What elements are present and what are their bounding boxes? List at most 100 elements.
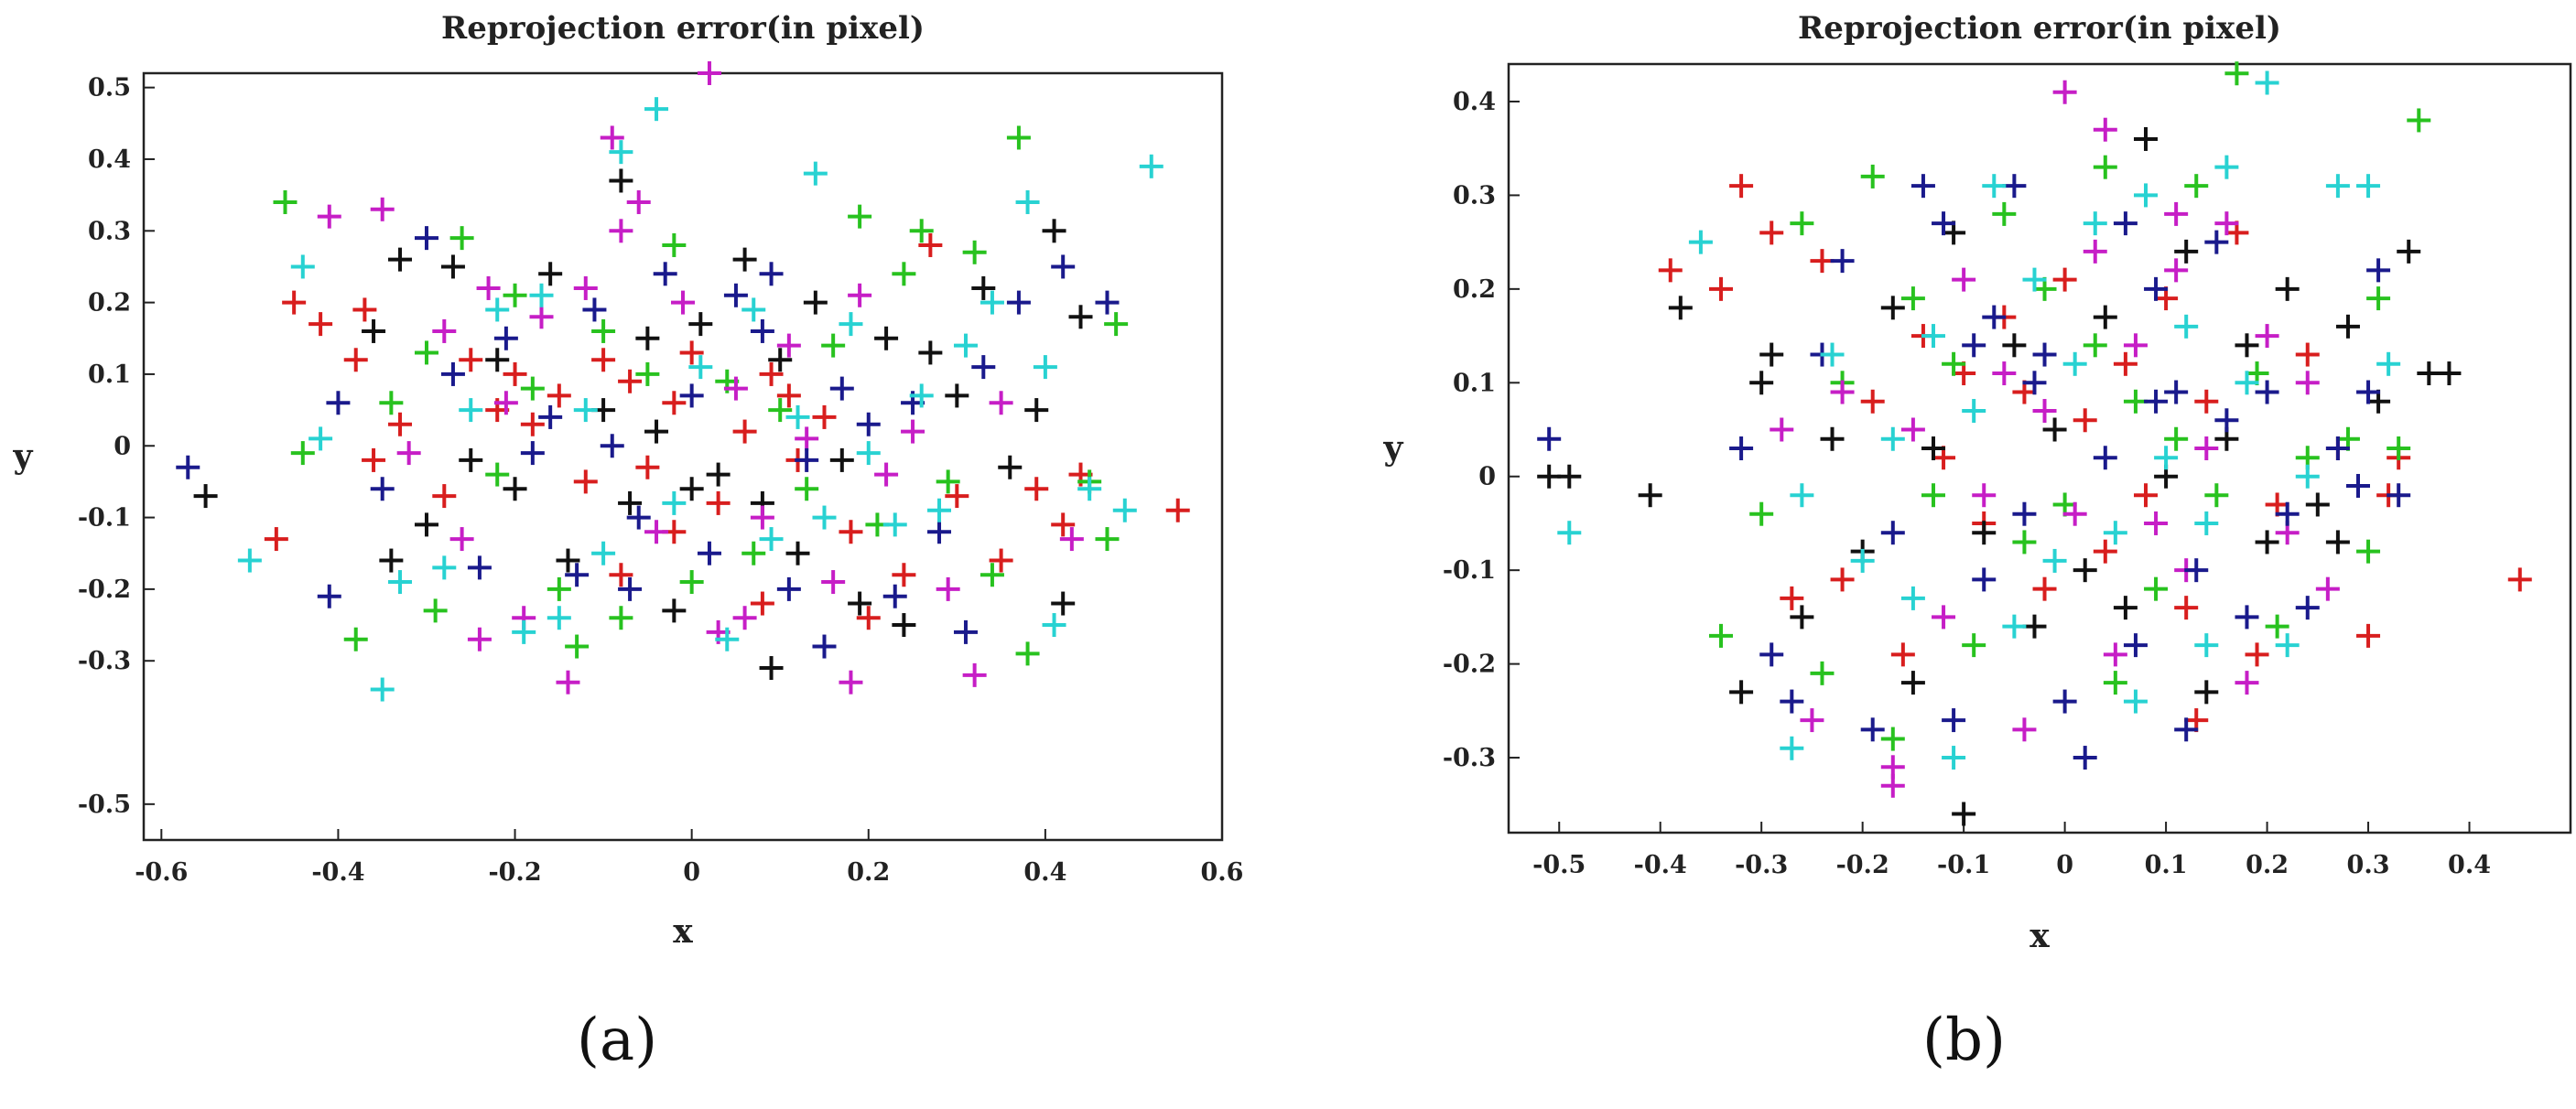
y-tick-label: 0.3 [1453,181,1496,210]
data-point [953,619,978,644]
y-tick-label: 0.4 [1453,88,1496,116]
data-point [1780,689,1804,714]
data-point [2113,596,2138,620]
data-point [290,441,315,466]
data-point [1992,361,2017,386]
y-tick-label: -0.2 [78,576,131,604]
data-point [1015,641,1040,666]
data-point [1900,417,1925,442]
data-point [644,97,669,122]
data-point [362,318,386,343]
data-point [485,348,510,372]
data-point [2366,258,2391,283]
y-tick-label: 0 [1478,463,1496,491]
series-1 [193,168,1093,681]
y-tick-label: 0.3 [88,217,131,245]
data-point [953,333,978,358]
data-point [723,376,748,401]
data-point [2103,642,2127,667]
data-point [1880,521,1905,545]
data-point [2235,671,2259,695]
data-point [2134,126,2158,151]
x-tick-label: -0.6 [135,858,188,887]
data-point [1820,426,1845,451]
data-point [812,505,837,530]
data-point [414,512,438,537]
data-point [591,318,616,343]
data-point [2144,576,2169,601]
data-point [2022,614,2047,639]
x-tick-label: -0.3 [1735,851,1788,879]
panel-label-a: (a) [577,1007,658,1074]
series-1 [1537,126,2462,826]
data-point [2083,333,2107,358]
data-point [414,340,438,365]
data-point [573,398,598,423]
data-point [2235,333,2259,358]
data-point [1860,717,1885,742]
data-point [308,312,333,337]
data-point [1992,201,2017,226]
data-point [2093,446,2117,470]
data-point [467,627,492,651]
data-point [1962,399,1986,424]
data-point [176,455,200,479]
data-point [2255,530,2279,554]
data-point [1749,501,1774,526]
data-point [1709,623,1733,648]
data-point [1112,498,1137,522]
data-point [2062,351,2087,376]
data-point [237,548,262,573]
data-point [2032,399,2057,424]
data-point [538,262,563,286]
data-point [1962,333,1986,358]
data-point [520,441,545,466]
data-point [759,527,784,552]
data-point [1830,567,1855,592]
data-point [449,226,474,251]
data-point [432,555,457,580]
data-point [2174,596,2199,620]
chart-title: Reprojection error(in pixel) [1798,10,2281,47]
data-point [821,570,846,595]
data-point [882,584,907,608]
data-point [768,348,793,372]
data-point [839,670,863,694]
data-point [2204,483,2229,508]
data-point [2123,333,2148,358]
data-point [440,361,465,386]
data-point [520,412,545,436]
y-tick-label: 0.1 [88,361,131,389]
data-point [370,197,395,221]
data-point [1880,296,1905,320]
data-point [2275,501,2300,526]
data-point [1972,567,1997,592]
data-point [2224,61,2249,86]
data-point [759,656,784,681]
data-point [2093,305,2117,329]
data-point [2113,351,2138,376]
x-tick-label: -0.4 [1634,851,1687,879]
data-point [998,455,1023,479]
data-point [2002,174,2027,199]
data-point [1820,342,1845,367]
data-point [2194,389,2219,414]
data-point [2387,483,2411,508]
data-point [1900,586,1925,610]
y-tick-label: 0.1 [1453,369,1496,397]
y-tick-label: -0.1 [78,504,131,533]
data-point [2002,333,2027,358]
data-point [264,527,288,552]
data-point [1890,642,1915,667]
data-point [1688,230,1713,254]
series-4 [1537,174,2411,770]
data-point [989,548,1013,573]
data-point [2083,239,2107,264]
data-point [2184,558,2209,583]
series-5 [1557,70,2401,770]
data-point [812,404,837,429]
y-tick-label: 0.2 [1453,275,1496,304]
x-tick-label: 0.1 [2145,851,2188,879]
data-point [1942,351,1966,376]
data-point [2194,680,2219,705]
